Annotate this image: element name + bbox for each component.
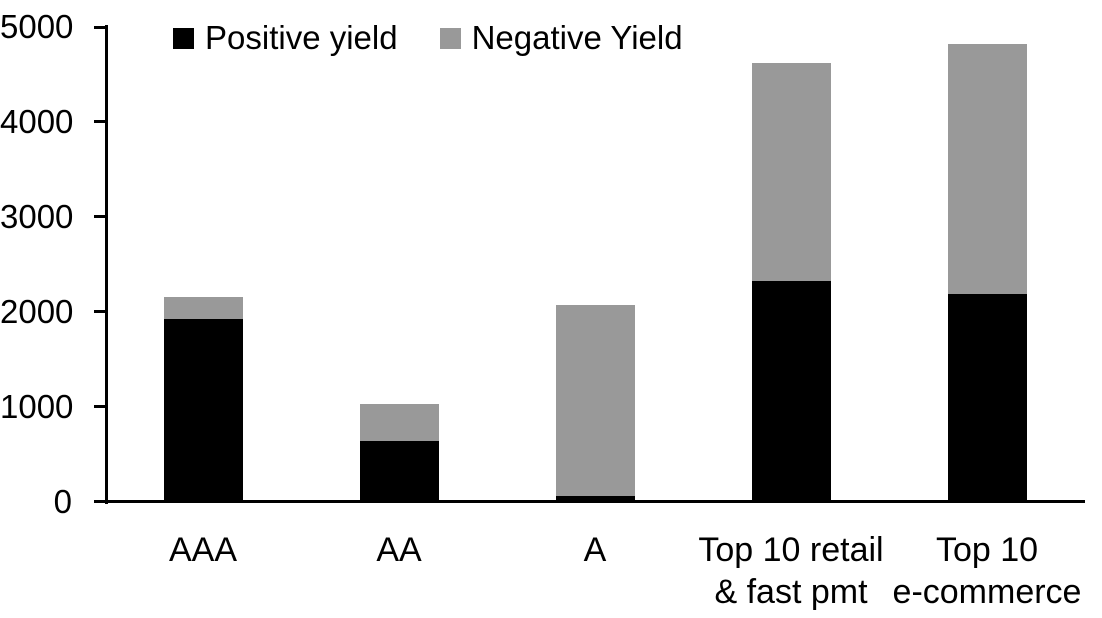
- category-label: Top 10 e-commerce: [892, 531, 1082, 611]
- y-axis-line: [105, 25, 108, 504]
- y-axis-tick: [94, 405, 108, 409]
- category-label: AAA: [168, 531, 238, 569]
- bar-negative-segment: [163, 296, 243, 320]
- positive-yield-swatch-icon: [173, 27, 194, 49]
- y-tick-label: 5000: [0, 8, 74, 45]
- bar-positive-segment: [359, 441, 439, 500]
- y-tick-label: 0: [53, 482, 72, 520]
- bar-positive-segment: [947, 293, 1027, 500]
- y-axis-tick: [94, 500, 108, 503]
- category-label: AA: [376, 531, 422, 569]
- bar-negative-segment: [555, 304, 635, 497]
- bar-positive-segment: [163, 319, 243, 500]
- legend-label-negative-yield: Negative Yield: [471, 19, 683, 56]
- y-tick-label: 3000: [0, 197, 74, 235]
- negative-yield-swatch-icon: [439, 27, 461, 49]
- y-axis-tick: [94, 215, 108, 219]
- x-axis-line: [105, 500, 1085, 503]
- y-axis-tick: [94, 310, 108, 314]
- category-label: A: [583, 531, 607, 569]
- bar-negative-segment: [947, 44, 1027, 294]
- category-label: Top 10 retail & fast pmt: [698, 531, 884, 611]
- legend-label-positive-yield: Positive yield: [205, 19, 398, 56]
- y-tick-label: 2000: [0, 292, 74, 330]
- legend-item-positive-yield: Positive yield: [173, 18, 398, 58]
- y-axis-tick: [94, 25, 108, 29]
- bar-positive-segment: [555, 496, 635, 500]
- bar-negative-segment: [751, 62, 831, 282]
- legend: Positive yield Negative Yield: [173, 18, 683, 58]
- bar-negative-segment: [359, 403, 439, 442]
- y-tick-label: 1000: [0, 387, 74, 425]
- bar-positive-segment: [751, 281, 831, 500]
- y-axis-tick: [94, 120, 108, 124]
- legend-item-negative-yield: Negative Yield: [439, 18, 683, 58]
- y-tick-label: 4000: [0, 102, 74, 140]
